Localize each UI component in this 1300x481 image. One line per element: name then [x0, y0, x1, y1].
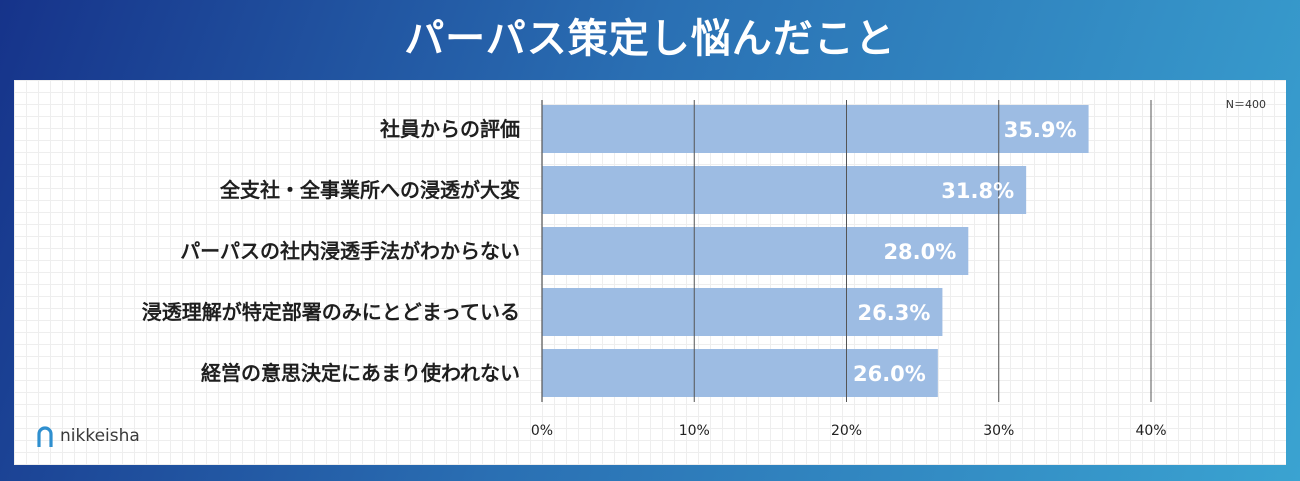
bar-4 — [542, 288, 943, 336]
category-label-1: 社員からの評価 — [379, 117, 520, 141]
chart-title: パーパス策定し悩んだこと — [404, 16, 896, 62]
bar-chart: 0% 10% 20% 30% 40% 社員からの評価 35.9% 全支社・全事業所への浸透が大… — [142, 100, 1167, 439]
category-label-3: パーパスの社内浸透手法がわからない — [180, 239, 520, 263]
logo-text: nikkeisha — [60, 426, 140, 446]
value-label-3: 28.0% — [883, 240, 956, 264]
bar-3 — [542, 227, 969, 275]
bar-1 — [542, 105, 1089, 153]
x-tick-label-30: 30% — [983, 423, 1014, 439]
bar-2 — [542, 166, 1027, 214]
bar-5 — [542, 349, 938, 397]
logo: nikkeisha — [36, 425, 140, 447]
x-tick-label-0: 0% — [531, 423, 553, 439]
value-label-1: 35.9% — [1004, 118, 1077, 142]
value-label-2: 31.8% — [941, 179, 1014, 203]
sample-size-label: N＝400 — [1225, 98, 1266, 111]
value-label-4: 26.3% — [858, 301, 931, 325]
category-label-4: 浸透理解が特定部署のみにとどまっている — [142, 300, 520, 324]
chart-panel: N＝400 0% 10% 20% 30% 40% 社員からの評価 35.9% 全支社・全事業所… — [14, 80, 1286, 465]
x-tick-label-40: 40% — [1135, 423, 1166, 439]
value-label-5: 26.0% — [853, 362, 926, 386]
category-label-5: 経営の意思決定にあまり使われない — [201, 361, 520, 385]
x-tick-label-10: 10% — [679, 423, 710, 439]
x-tick-label-20: 20% — [831, 423, 862, 439]
category-label-2: 全支社・全事業所への浸透が大変 — [219, 178, 520, 202]
logo-arch-icon — [37, 426, 53, 447]
